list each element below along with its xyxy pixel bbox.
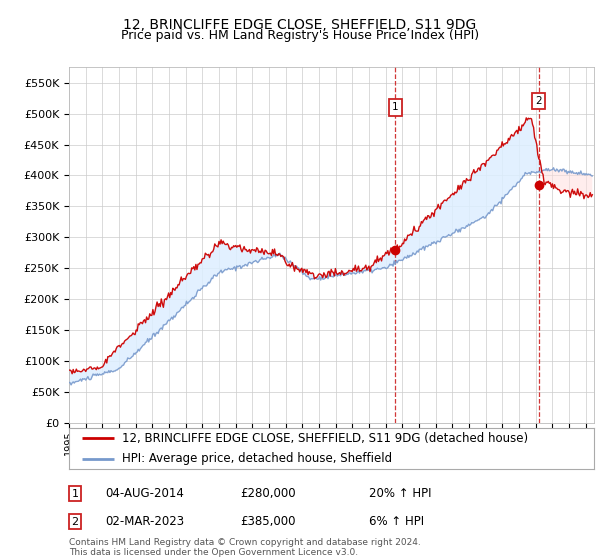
Text: 1: 1 [71, 489, 79, 499]
Text: Price paid vs. HM Land Registry's House Price Index (HPI): Price paid vs. HM Land Registry's House … [121, 29, 479, 42]
Text: 2: 2 [535, 96, 542, 106]
Text: 04-AUG-2014: 04-AUG-2014 [105, 487, 184, 501]
Text: £385,000: £385,000 [240, 515, 296, 529]
Text: 12, BRINCLIFFE EDGE CLOSE, SHEFFIELD, S11 9DG: 12, BRINCLIFFE EDGE CLOSE, SHEFFIELD, S1… [124, 18, 476, 32]
Text: HPI: Average price, detached house, Sheffield: HPI: Average price, detached house, Shef… [121, 452, 392, 465]
Text: 1: 1 [392, 102, 398, 113]
Text: 12, BRINCLIFFE EDGE CLOSE, SHEFFIELD, S11 9DG (detached house): 12, BRINCLIFFE EDGE CLOSE, SHEFFIELD, S1… [121, 432, 527, 445]
Text: Contains HM Land Registry data © Crown copyright and database right 2024.
This d: Contains HM Land Registry data © Crown c… [69, 538, 421, 557]
Text: 02-MAR-2023: 02-MAR-2023 [105, 515, 184, 529]
Text: £280,000: £280,000 [240, 487, 296, 501]
Text: 6% ↑ HPI: 6% ↑ HPI [369, 515, 424, 529]
Text: 20% ↑ HPI: 20% ↑ HPI [369, 487, 431, 501]
Text: 2: 2 [71, 517, 79, 527]
